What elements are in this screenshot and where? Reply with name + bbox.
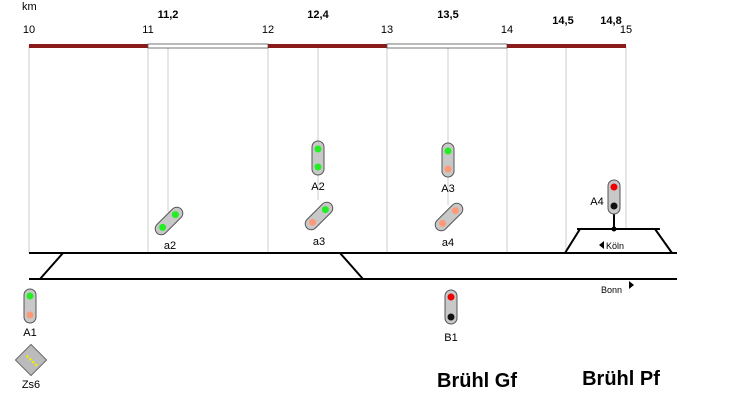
km-tick: 14 bbox=[501, 24, 513, 36]
light bbox=[610, 183, 618, 191]
light bbox=[314, 163, 322, 171]
km-tick: 11 bbox=[142, 24, 153, 36]
zs6-sign bbox=[14, 343, 48, 377]
km-mark: 14,8 bbox=[600, 15, 621, 27]
light bbox=[26, 311, 34, 319]
km-tick: 13 bbox=[381, 24, 393, 36]
direction-label: Köln bbox=[606, 241, 624, 251]
bar-seg bbox=[386, 43, 508, 49]
light bbox=[451, 207, 459, 215]
km-tick: 12 bbox=[262, 24, 274, 36]
signal-label: A4 bbox=[590, 196, 603, 208]
tracks bbox=[29, 214, 677, 280]
signal-body bbox=[304, 201, 334, 231]
light bbox=[444, 165, 452, 173]
signal bbox=[441, 142, 455, 178]
light bbox=[314, 145, 322, 153]
light bbox=[439, 219, 447, 227]
km-mark: 11,2 bbox=[158, 9, 179, 21]
km-ticks: 10 11 12 13 14 15 11,2 12,4 13,5 14,5 14… bbox=[23, 9, 632, 36]
signal-label: A2 bbox=[311, 181, 324, 193]
signal-label: a2 bbox=[164, 240, 176, 252]
light bbox=[26, 292, 34, 300]
direction-arrow bbox=[599, 241, 604, 249]
station-name: Brühl Pf bbox=[582, 368, 660, 390]
km-tick: 10 bbox=[23, 24, 35, 36]
signal-label: B1 bbox=[444, 332, 457, 344]
signal-body bbox=[434, 202, 464, 232]
signal bbox=[434, 202, 464, 232]
light bbox=[309, 218, 317, 226]
signal bbox=[154, 206, 184, 236]
km-mark: 12,4 bbox=[307, 9, 329, 21]
bar-seg bbox=[507, 44, 626, 48]
km-mark: 14,5 bbox=[552, 15, 573, 27]
km-mark: 13,5 bbox=[437, 9, 458, 21]
light bbox=[171, 211, 179, 219]
crossover bbox=[339, 252, 364, 280]
light bbox=[447, 293, 455, 301]
crossover bbox=[39, 252, 64, 280]
light bbox=[321, 206, 329, 214]
axis-unit: km bbox=[22, 1, 37, 13]
bar-seg bbox=[147, 43, 269, 49]
bar-seg bbox=[268, 44, 387, 48]
sign-dot bbox=[28, 357, 32, 361]
light bbox=[447, 313, 455, 321]
signal bbox=[311, 140, 325, 176]
signal-label: A3 bbox=[441, 183, 454, 195]
km-tick: 15 bbox=[620, 24, 632, 36]
signal bbox=[304, 201, 334, 231]
signal-body bbox=[154, 206, 184, 236]
sign-dot bbox=[26, 355, 29, 358]
bar-seg bbox=[29, 44, 148, 48]
sign-label: Zs6 bbox=[22, 379, 40, 391]
signal-label: a3 bbox=[313, 236, 325, 248]
post-foot bbox=[611, 226, 617, 232]
light bbox=[444, 147, 452, 155]
signal-label: A1 bbox=[23, 327, 36, 339]
gridlines bbox=[28, 46, 627, 253]
signal bbox=[607, 179, 621, 215]
light bbox=[159, 223, 167, 231]
sign-dot bbox=[34, 363, 38, 367]
signal-label: a4 bbox=[442, 237, 454, 249]
km-bar bbox=[29, 43, 626, 49]
direction-label: Bonn bbox=[601, 285, 622, 295]
light bbox=[610, 202, 618, 210]
sign-dot bbox=[31, 360, 35, 364]
direction-arrow bbox=[629, 281, 634, 289]
signal bbox=[444, 289, 458, 325]
signal bbox=[23, 288, 37, 324]
station-name: Brühl Gf bbox=[437, 370, 517, 392]
